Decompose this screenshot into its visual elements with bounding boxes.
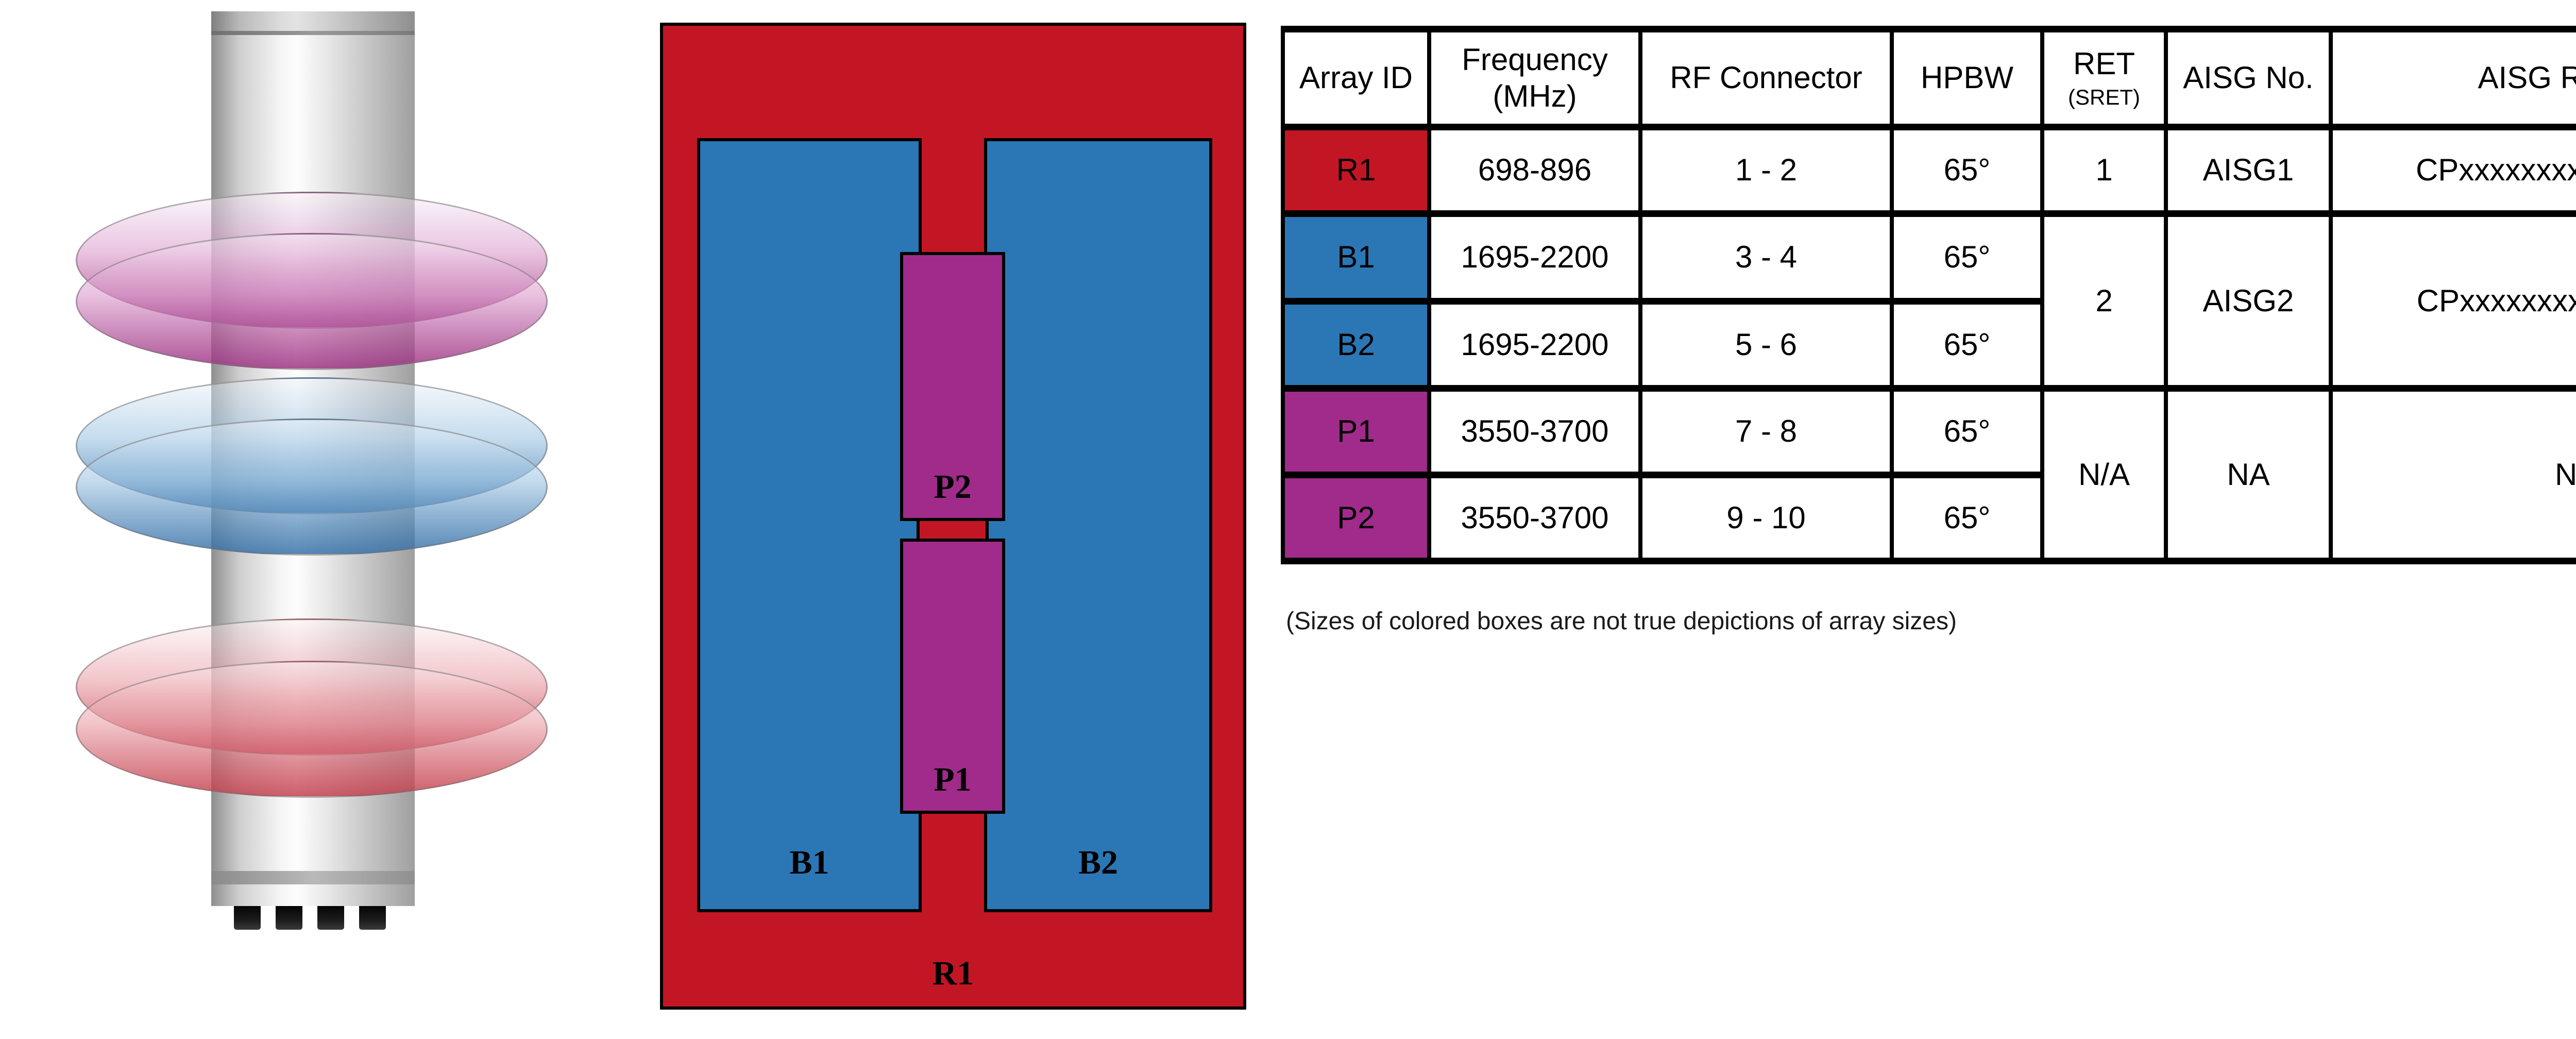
table-header-row: Array ID Frequency (MHz) RF Connector HP… — [1281, 26, 2576, 130]
header-aisg-ret-uid: AISG RET UID — [2329, 26, 2576, 130]
frequency-cell: 1695-2200 — [1427, 210, 1642, 305]
connector-stub — [359, 906, 386, 930]
aisg-no-cell-merged: NA — [2164, 385, 2333, 564]
frequency-cell: 698-896 — [1427, 124, 1642, 217]
beam-disc-red-lower — [76, 661, 548, 798]
connector-stub — [276, 906, 302, 930]
array-block-p2: P2 — [900, 252, 1005, 521]
rf-connector-cell: 5 - 6 — [1638, 298, 1894, 392]
antenna-pole-bottom-band — [211, 871, 415, 884]
rf-connector-cell: 1 - 2 — [1638, 124, 1894, 217]
connector-stub — [317, 906, 344, 930]
ret-cell-merged: 2 — [2040, 210, 2168, 392]
rf-connector-cell: 9 - 10 — [1638, 472, 1894, 564]
hpbw-cell: 65° — [1890, 385, 2044, 478]
array-label-b2: B2 — [1078, 844, 1118, 881]
header-hpbw: HPBW — [1890, 26, 2044, 130]
table-row-b2: B2 1695-2200 5 - 6 65° — [1281, 298, 2576, 392]
frequency-cell: 1695-2200 — [1427, 298, 1642, 392]
header-ret-main: RET — [2073, 46, 2135, 81]
antenna-pole-cap-line — [211, 31, 415, 35]
array-id-cell: P2 — [1281, 472, 1431, 564]
array-label-p1: P1 — [934, 761, 972, 798]
array-block-b2: B2 — [984, 138, 1212, 912]
header-frequency-line1: Frequency — [1462, 42, 1608, 77]
note-text: (Sizes of colored boxes are not true dep… — [1286, 608, 1957, 635]
table-row-p2: P2 3550-3700 9 - 10 65° — [1281, 472, 2576, 564]
aisg-ret-uid-cell-merged: CPxxxxxxxxxxxxxxxxB1 — [2329, 210, 2576, 392]
header-ret-sret: (SRET) — [2068, 85, 2140, 110]
hpbw-cell: 65° — [1890, 124, 2044, 217]
array-label-p2: P2 — [934, 468, 972, 506]
array-block-p1: P1 — [900, 539, 1005, 814]
spec-table: Array ID Frequency (MHz) RF Connector HP… — [1281, 26, 2576, 564]
array-block-b1: B1 — [697, 138, 922, 912]
hpbw-cell: 65° — [1890, 298, 2044, 392]
beam-disc-magenta-lower — [76, 233, 548, 370]
array-label-b1: B1 — [789, 844, 829, 881]
rf-connector-cell: 3 - 4 — [1638, 210, 1894, 305]
table-row-b1: B1 1695-2200 3 - 4 65° 2 AISG2 CPxxxxxxx… — [1281, 210, 2576, 392]
array-layout-diagram: B1 B2 P2 P1 R1 — [660, 23, 1246, 1010]
table-row-p1: P1 3550-3700 7 - 8 65° N/A NA N/A — [1281, 385, 2576, 564]
rf-connector-cell: 7 - 8 — [1638, 385, 1894, 478]
hpbw-cell: 65° — [1890, 472, 2044, 564]
header-ret: RET (SRET) — [2040, 26, 2168, 130]
array-id-cell: P1 — [1281, 385, 1431, 478]
antenna-pole-cap — [211, 11, 415, 31]
hpbw-cell: 65° — [1890, 210, 2044, 305]
antenna-illustration — [0, 0, 618, 1039]
array-id-cell: R1 — [1281, 124, 1431, 217]
array-label-r1: R1 — [932, 954, 974, 992]
frequency-cell: 3550-3700 — [1427, 472, 1642, 564]
aisg-ret-uid-cell: CPxxxxxxxxxxxxxxxxR1 — [2329, 124, 2576, 217]
array-id-cell: B1 — [1281, 210, 1431, 305]
ret-cell-merged: N/A — [2040, 385, 2168, 564]
header-array-id: Array ID — [1281, 26, 1431, 130]
header-aisg-no: AISG No. — [2164, 26, 2333, 130]
header-frequency-line2: (MHz) — [1493, 78, 1577, 113]
aisg-ret-uid-cell-merged: N/A — [2329, 385, 2576, 564]
array-id-cell: B2 — [1281, 298, 1431, 392]
connector-stub — [234, 906, 261, 930]
ret-cell: 1 — [2040, 124, 2168, 217]
aisg-no-cell-merged: AISG2 — [2164, 210, 2333, 392]
header-frequency: Frequency (MHz) — [1427, 26, 1642, 130]
table-row-r1: R1 698-896 1 - 2 65° 1 AISG1 CPxxxxxxxxx… — [1281, 124, 2576, 217]
header-rf-connector: RF Connector — [1638, 26, 1894, 130]
beam-disc-blue-lower — [76, 418, 548, 556]
aisg-no-cell: AISG1 — [2164, 124, 2333, 217]
frequency-cell: 3550-3700 — [1427, 385, 1642, 478]
